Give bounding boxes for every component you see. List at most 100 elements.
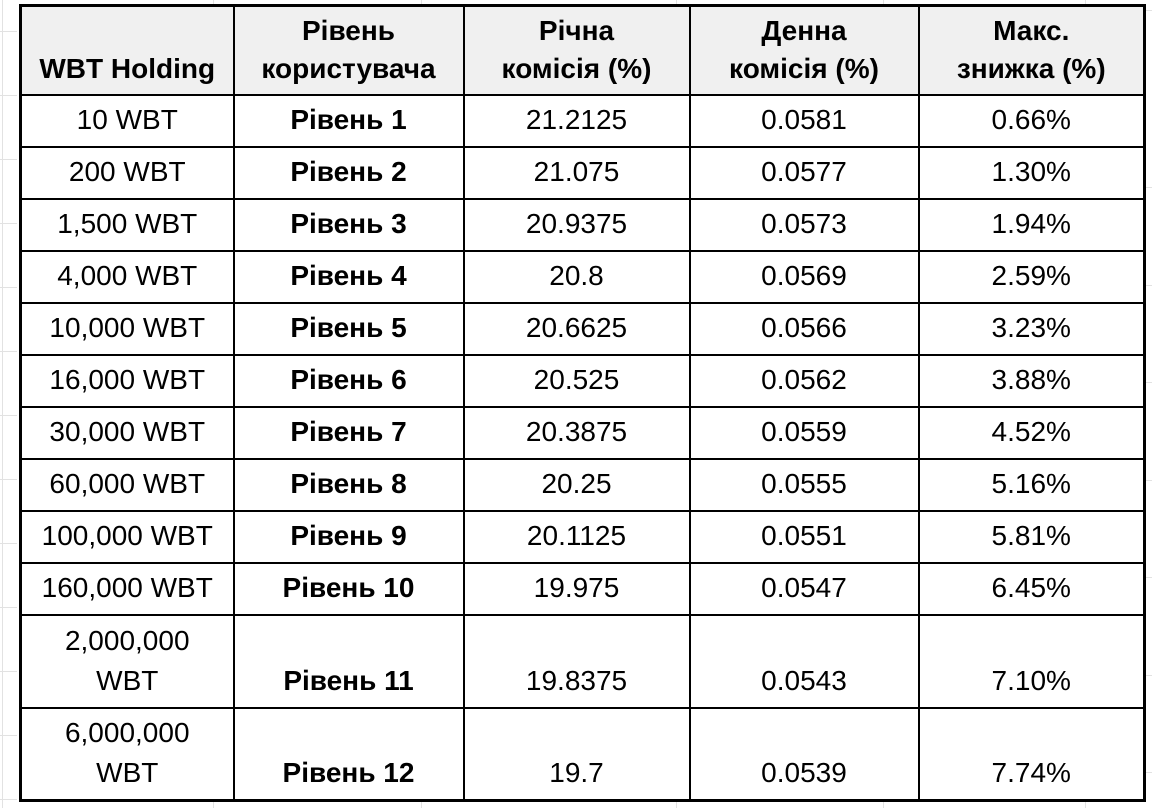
daily-fee-cell: 0.0539 (688, 706, 920, 802)
level-cell: Рівень 12 (232, 706, 465, 802)
holding-cell: 10 WBT (19, 93, 235, 148)
level-cell: Рівень 8 (232, 457, 465, 512)
sheet-gridline (883, 799, 884, 808)
header-user-level: Рівень користувача (232, 4, 465, 96)
holding-cell: 30,000 WBT (19, 405, 235, 460)
max-discount-cell: 2.59% (917, 249, 1146, 304)
sheet-gridline (213, 0, 214, 4)
max-discount-cell: 7.74% (917, 706, 1146, 802)
holding-cell: 6,000,000 WBT (19, 706, 235, 802)
sheet-gridline (0, 31, 17, 32)
daily-fee-cell: 0.0566 (688, 301, 920, 356)
sheet-gridline (0, 415, 17, 416)
sheet-gridline (421, 0, 422, 4)
annual-fee-cell: 21.2125 (462, 93, 691, 148)
table-row: 10 WBT Рівень 1 21.2125 0.0581 0.66% (19, 93, 1146, 148)
holding-cell: 10,000 WBT (19, 301, 235, 356)
daily-fee-cell: 0.0555 (688, 457, 920, 512)
level-cell: Рівень 7 (232, 405, 465, 460)
holding-cell: 200 WBT (19, 145, 235, 200)
sheet-gridline (1146, 480, 1152, 481)
annual-fee-cell: 20.9375 (462, 197, 691, 252)
header-row: WBT Holding Рівень користувача Річна ком… (19, 4, 1146, 96)
sheet-gridline (1146, 772, 1152, 773)
sheet-gridline (1146, 187, 1152, 188)
sheet-gridline (0, 799, 17, 800)
sheet-gridline (0, 95, 17, 96)
level-cell: Рівень 10 (232, 561, 465, 616)
sheet-gridline (1146, 675, 1152, 676)
sheet-gridline (1085, 799, 1086, 808)
holding-cell: 1,500 WBT (19, 197, 235, 252)
daily-fee-cell: 0.0577 (688, 145, 920, 200)
max-discount-cell: 5.81% (917, 509, 1146, 564)
daily-fee-cell: 0.0569 (688, 249, 920, 304)
level-cell: Рівень 3 (232, 197, 465, 252)
sheet-gridline (0, 479, 17, 480)
table-header: WBT Holding Рівень користувача Річна ком… (19, 4, 1146, 96)
daily-fee-cell: 0.0547 (688, 561, 920, 616)
table-row: 16,000 WBT Рівень 6 20.525 0.0562 3.88% (19, 353, 1146, 408)
annual-fee-cell: 19.8375 (462, 613, 691, 709)
annual-fee-cell: 20.25 (462, 457, 691, 512)
annual-fee-cell: 20.3875 (462, 405, 691, 460)
table-row: 2,000,000 WBT Рівень 11 19.8375 0.0543 7.10% (19, 613, 1146, 709)
max-discount-cell: 4.52% (917, 405, 1146, 460)
sheet-gridline (0, 543, 17, 544)
sheet-gridline (0, 223, 17, 224)
annual-fee-cell: 21.075 (462, 145, 691, 200)
max-discount-cell: 3.23% (917, 301, 1146, 356)
sheet-gridline (1146, 285, 1152, 286)
sheet-gridline (0, 671, 17, 672)
max-discount-cell: 1.94% (917, 197, 1146, 252)
level-cell: Рівень 1 (232, 93, 465, 148)
sheet-gridline (1146, 382, 1152, 383)
sheet-gridline (0, 607, 17, 608)
annual-fee-cell: 20.1125 (462, 509, 691, 564)
holding-cell: 2,000,000 WBT (19, 613, 235, 709)
sheet-gridline (213, 799, 214, 808)
daily-fee-cell: 0.0551 (688, 509, 920, 564)
sheet-gridline (2, 0, 3, 808)
annual-fee-cell: 19.975 (462, 561, 691, 616)
table-row: 30,000 WBT Рівень 7 20.3875 0.0559 4.52% (19, 405, 1146, 460)
sheet-gridline (1146, 10, 1152, 11)
header-wbt-holding: WBT Holding (19, 4, 235, 96)
max-discount-cell: 6.45% (917, 561, 1146, 616)
holding-cell: 60,000 WBT (19, 457, 235, 512)
holding-cell: 4,000 WBT (19, 249, 235, 304)
sheet-gridline (676, 799, 677, 808)
max-discount-cell: 5.16% (917, 457, 1146, 512)
annual-fee-cell: 19.7 (462, 706, 691, 802)
holding-cell: 16,000 WBT (19, 353, 235, 408)
sheet-gridline (1085, 0, 1086, 4)
table-row: 4,000 WBT Рівень 4 20.8 0.0569 2.59% (19, 249, 1146, 304)
table-row: 6,000,000 WBT Рівень 12 19.7 0.0539 7.74% (19, 706, 1146, 802)
annual-fee-cell: 20.6625 (462, 301, 691, 356)
max-discount-cell: 1.30% (917, 145, 1146, 200)
table-body: 10 WBT Рівень 1 21.2125 0.0581 0.66% 200 WBT Р… (19, 93, 1146, 802)
annual-fee-cell: 20.8 (462, 249, 691, 304)
level-cell: Рівень 5 (232, 301, 465, 356)
table-row: 100,000 WBT Рівень 9 20.1125 0.0551 5.81% (19, 509, 1146, 564)
daily-fee-cell: 0.0562 (688, 353, 920, 408)
table-row: 160,000 WBT Рівень 10 19.975 0.0547 6.45% (19, 561, 1146, 616)
sheet-gridline (421, 799, 422, 808)
max-discount-cell: 3.88% (917, 353, 1146, 408)
holding-cell: 100,000 WBT (19, 509, 235, 564)
sheet-gridline (1146, 577, 1152, 578)
table-row: 10,000 WBT Рівень 5 20.6625 0.0566 3.23% (19, 301, 1146, 356)
table-row: 1,500 WBT Рівень 3 20.9375 0.0573 1.94% (19, 197, 1146, 252)
header-max-discount: Макс. знижка (%) (917, 4, 1146, 96)
sheet-gridline (0, 735, 17, 736)
annual-fee-cell: 20.525 (462, 353, 691, 408)
level-cell: Рівень 4 (232, 249, 465, 304)
max-discount-cell: 7.10% (917, 613, 1146, 709)
level-cell: Рівень 6 (232, 353, 465, 408)
table-row: 60,000 WBT Рівень 8 20.25 0.0555 5.16% (19, 457, 1146, 512)
daily-fee-cell: 0.0559 (688, 405, 920, 460)
daily-fee-cell: 0.0581 (688, 93, 920, 148)
level-cell: Рівень 2 (232, 145, 465, 200)
daily-fee-cell: 0.0573 (688, 197, 920, 252)
max-discount-cell: 0.66% (917, 93, 1146, 148)
